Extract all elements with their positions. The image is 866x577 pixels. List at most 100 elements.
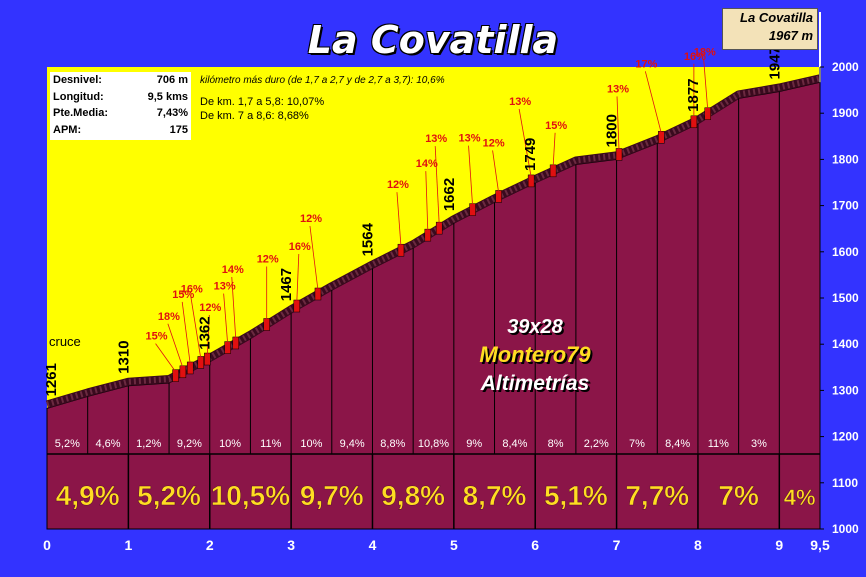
steep-label: 16%	[684, 51, 706, 63]
steep-pointer	[552, 132, 556, 167]
steep-pointer	[181, 301, 191, 365]
y-tick-label: 1100	[832, 476, 858, 490]
credit-line2: Montero79	[479, 342, 591, 367]
km-grade: 10,5%	[211, 480, 290, 511]
altitude-label: 1947	[766, 46, 783, 79]
steep-label: 13%	[607, 83, 629, 95]
half-km-grade: 2,2%	[584, 438, 609, 450]
km-grade: 9,8%	[381, 480, 445, 511]
steep-label: 15%	[172, 289, 194, 301]
half-km-grade: 1,2%	[136, 438, 161, 450]
km-grade: 7,7%	[625, 480, 689, 511]
y-tick-label: 1300	[832, 383, 859, 397]
half-km-grade: 8,4%	[502, 438, 527, 450]
steep-label: 12%	[257, 253, 279, 265]
steep-pointer	[231, 276, 237, 339]
steep-pointer	[155, 343, 176, 372]
km-grade-strip	[46, 453, 821, 530]
stat-row: Longitud: 9,5 kms	[50, 89, 191, 106]
km-grade: 5,1%	[544, 480, 608, 511]
steep-label: 16%	[181, 283, 203, 295]
km-grade: 4%	[784, 485, 816, 510]
stat-label: Desnivel:	[53, 74, 102, 86]
y-tick-label: 1200	[832, 430, 859, 444]
steep-label: 12%	[300, 213, 322, 225]
y-tick-label: 1500	[832, 291, 859, 305]
steep-label: 12%	[199, 302, 221, 314]
y-tick-label: 1400	[832, 337, 859, 351]
altitude-label: 1800	[604, 114, 621, 147]
steep-pointer	[468, 145, 473, 206]
steep-pointer	[434, 146, 440, 225]
altitude-label: 1310	[115, 340, 132, 373]
altitude-label: 1749	[522, 138, 539, 171]
half-km-grade: 11%	[260, 438, 281, 450]
stat-row: Desnivel: 706 m	[50, 72, 191, 89]
steep-label: 12%	[387, 179, 409, 191]
stat-value: 175	[169, 123, 188, 136]
steep-label: 15%	[146, 331, 168, 343]
summit-box: La Covatilla 1967 m	[722, 8, 818, 50]
steep-label: 13%	[509, 96, 531, 108]
steep-label: 17%	[635, 58, 657, 70]
steep-marker	[172, 369, 179, 382]
steep-pointer	[492, 150, 499, 193]
steep-label: 18%	[694, 47, 716, 59]
steep-pointer	[167, 323, 184, 368]
half-km-grade: 8,4%	[665, 438, 690, 450]
summit-altitude: 1967 m	[768, 28, 813, 43]
x-tick-label: 7	[613, 537, 621, 553]
steep-pointer	[396, 192, 402, 247]
section-grade: De km. 1,7 a 5,8: 10,07%	[200, 96, 325, 108]
half-km-grade: 9,2%	[177, 438, 202, 450]
steep-label: 14%	[222, 264, 244, 276]
stat-value: 9,5 kms	[147, 90, 188, 103]
altitude-label: 1362	[197, 316, 214, 349]
stats-box: Desnivel: 706 m Longitud: 9,5 kms Pte.Medi…	[50, 72, 191, 140]
stat-label: APM:	[53, 123, 82, 136]
y-tick-label: 1600	[832, 245, 859, 259]
half-km-grade: 9,4%	[340, 438, 365, 450]
km-grade: 8,7%	[463, 480, 527, 511]
x-tick-label: 2	[206, 537, 214, 553]
half-km-grade: 10%	[300, 438, 322, 450]
steep-pointer	[518, 108, 532, 177]
y-tick-label: 1800	[832, 152, 859, 166]
x-tick-label: 8	[694, 537, 702, 553]
steep-pointer	[425, 171, 429, 232]
x-tick-label: 6	[531, 537, 539, 553]
y-tick-label: 1900	[832, 106, 859, 120]
km-grade: 7%	[718, 480, 759, 511]
steep-label: 13%	[425, 133, 447, 145]
km-grade: 4,9%	[56, 480, 120, 511]
y-tick-label: 2000	[832, 60, 859, 74]
steep-pointer	[644, 71, 662, 134]
steep-pointer	[296, 253, 300, 303]
stat-row: Pte.Media: 7,43%	[50, 105, 191, 122]
altitude-label: 1662	[441, 178, 458, 211]
section-grade: De km. 7 a 8,6: 8,68%	[200, 110, 309, 122]
summit-name: La Covatilla	[740, 10, 813, 25]
stat-label: Longitud:	[53, 90, 104, 103]
hardest-km-note: kilómetro más duro (de 1,7 a 2,7 y de 2,…	[200, 75, 445, 86]
altitude-label: 1261	[43, 363, 60, 396]
x-tick-label: 9	[775, 537, 783, 553]
x-tick-label: 5	[450, 537, 458, 553]
start-label: cruce	[49, 334, 81, 349]
steep-label: 13%	[214, 281, 236, 293]
stat-row: APM: 175	[50, 122, 191, 139]
half-km-grade: 8%	[548, 438, 564, 450]
half-km-grade: 11%	[708, 438, 729, 450]
steep-pointer	[206, 315, 210, 356]
half-km-grade: 8,8%	[380, 438, 405, 450]
x-tick-label: 1	[124, 537, 132, 553]
steep-marker	[179, 365, 187, 379]
half-km-grade: 7%	[629, 438, 645, 450]
x-tick-label: 4	[369, 537, 377, 553]
steep-pointer	[190, 296, 202, 359]
stat-value: 706 m	[156, 74, 188, 86]
steep-pointer	[616, 96, 620, 151]
half-km-grade: 5,2%	[55, 438, 80, 450]
altitude-label: 1564	[359, 222, 376, 256]
